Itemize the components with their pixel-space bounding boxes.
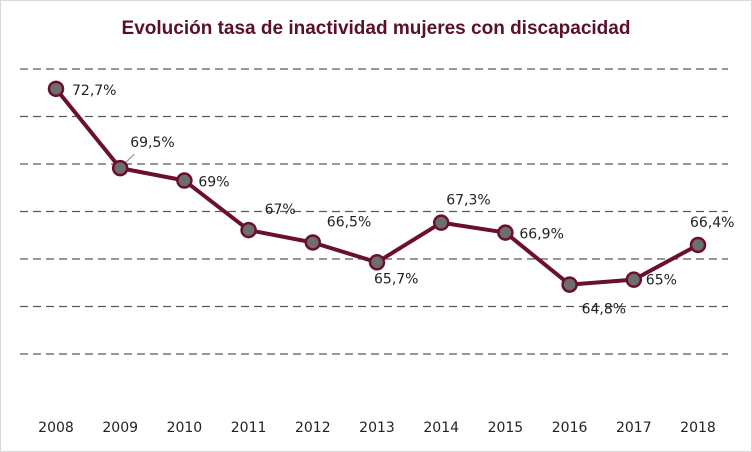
data-label-2011: 67% (265, 202, 296, 218)
data-point-2011 (240, 221, 257, 239)
x-tick-2008: 2008 (38, 420, 74, 436)
x-tick-2016: 2016 (552, 420, 588, 436)
data-label-2018: 66,4% (690, 215, 734, 231)
x-tick-2010: 2010 (167, 420, 203, 436)
x-tick-2012: 2012 (295, 420, 331, 436)
data-point-2012 (304, 234, 322, 251)
data-point-2016 (561, 276, 578, 293)
data-label-2016: 64,8% (582, 302, 626, 318)
data-point-2009 (111, 159, 129, 177)
data-label-2013: 65,7% (374, 271, 418, 287)
x-tick-2014: 2014 (423, 420, 459, 436)
data-point-2008 (47, 80, 65, 98)
gridlines (20, 68, 728, 355)
x-tick-2018: 2018 (680, 420, 716, 436)
data-labels: 72,7% 69,5% 69% 67% 66,5% 65,7% 67,3% 66,9% 64,8… (72, 83, 734, 318)
data-label-2009: 69,5% (130, 135, 174, 151)
data-point-2018 (689, 236, 707, 254)
data-point-2010 (176, 172, 193, 189)
data-point-2017 (625, 271, 643, 288)
data-label-2010: 69% (198, 175, 229, 191)
x-tick-2017: 2017 (616, 420, 652, 436)
data-point-2014 (432, 214, 450, 231)
x-tick-2011: 2011 (231, 420, 267, 436)
data-label-2014: 67,3% (446, 193, 490, 209)
data-point-2015 (497, 224, 514, 241)
data-label-2017: 65% (646, 273, 677, 289)
data-point-2013 (368, 254, 386, 271)
data-label-2008: 72,7% (72, 83, 116, 99)
chart-title: Evolución tasa de inactividad mujeres co… (121, 18, 631, 39)
data-points (47, 80, 707, 293)
data-label-2015: 66,9% (519, 227, 563, 243)
x-tick-2009: 2009 (102, 420, 138, 436)
x-tick-2013: 2013 (359, 420, 395, 436)
data-label-2012: 66,5% (327, 214, 371, 230)
x-axis-ticks: 2008 2009 2010 2011 2012 2013 2014 2015 2016 2017… (38, 420, 716, 436)
x-tick-2015: 2015 (488, 420, 524, 436)
